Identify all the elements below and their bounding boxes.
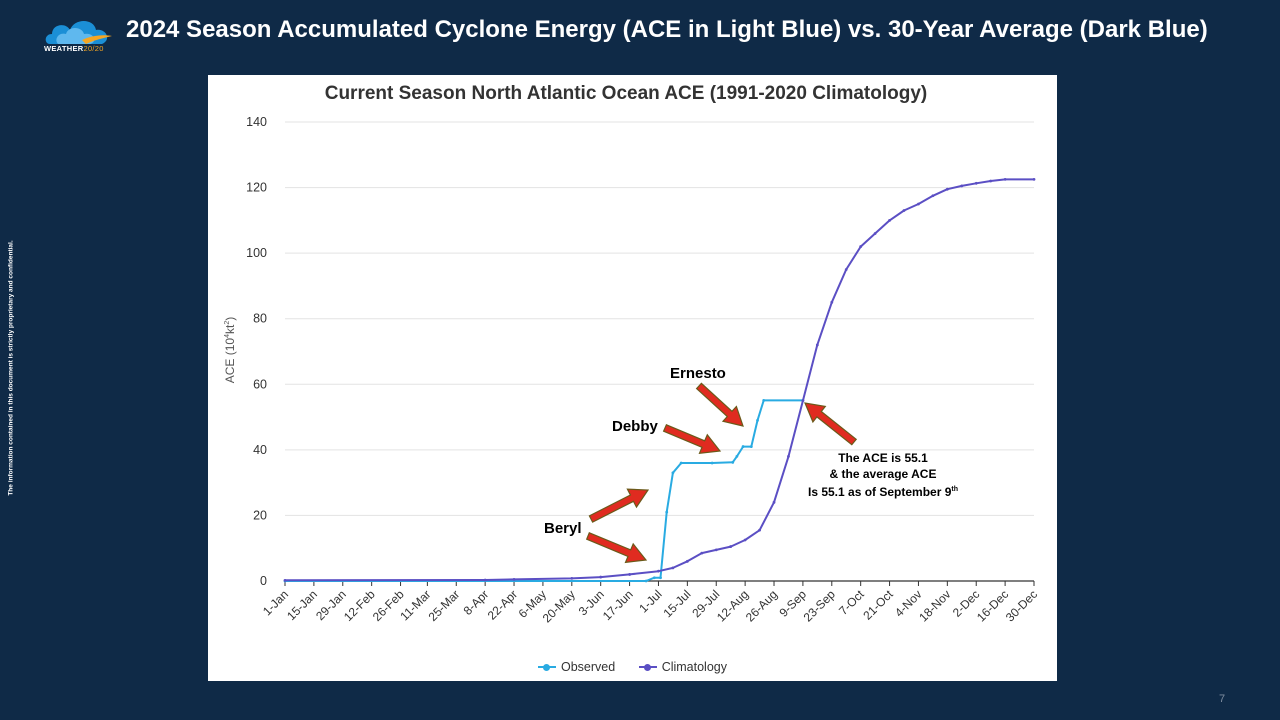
legend-label-observed: Observed [561, 660, 616, 674]
x-tick-label: 12-Feb [341, 587, 378, 624]
slide-title: 2024 Season Accumulated Cyclone Energy (… [126, 16, 1208, 43]
data-point-climatology [931, 194, 935, 198]
data-point-observed [652, 576, 656, 580]
arrow-debby [662, 424, 722, 455]
data-point-climatology [685, 559, 689, 563]
data-point-observed [679, 461, 683, 465]
annotation-line-2: & the average ACE [829, 467, 937, 481]
y-tick-label: 140 [246, 115, 267, 129]
data-point-climatology [974, 181, 978, 185]
data-point-climatology [283, 578, 287, 582]
annotation-beryl: Beryl [544, 520, 582, 537]
data-point-climatology [714, 548, 718, 552]
x-tick-label: 17-Jun [600, 587, 636, 623]
x-tick-label: 18-Nov [916, 587, 953, 624]
data-point-climatology [1003, 177, 1007, 181]
arrow-ernesto [695, 382, 744, 427]
data-point-climatology [859, 245, 863, 248]
x-tick-label: 23-Sep [801, 587, 838, 624]
y-tick-label: 60 [253, 377, 267, 391]
legend-item-climatology[interactable]: Climatology [638, 660, 727, 674]
y-tick-label: 0 [260, 574, 267, 588]
data-point-climatology [657, 569, 660, 573]
data-point-observed [659, 576, 662, 580]
y-tick-label: 120 [246, 181, 267, 195]
data-point-climatology [787, 455, 790, 458]
legend-swatch-observed [538, 662, 556, 672]
data-point-climatology [917, 202, 920, 206]
chart-title: Current Season North Atlantic Ocean ACE … [325, 83, 928, 104]
data-point-climatology [960, 184, 964, 188]
data-point-climatology [758, 528, 761, 532]
data-point-climatology [844, 268, 848, 271]
legend-label-climatology: Climatology [661, 660, 727, 674]
x-tick-label: 12-Aug [714, 587, 751, 624]
data-point-climatology [671, 566, 675, 570]
chart-legend: Observed Climatology [208, 660, 1057, 675]
x-tick-label: 22-Apr [485, 587, 520, 622]
data-point-climatology [599, 575, 603, 579]
x-tick-label: 16-Dec [974, 587, 1011, 624]
data-point-observed [710, 461, 714, 465]
annotation-ernesto: Ernesto [670, 365, 726, 382]
x-tick-label: 20-May [540, 587, 578, 625]
data-point-climatology [873, 232, 877, 235]
data-point-climatology [989, 179, 993, 183]
annotation-line-1: The ACE is 55.1 [838, 451, 928, 465]
x-tick-label: 26-Aug [743, 587, 780, 624]
data-point-climatology [743, 538, 747, 542]
data-point-observed [762, 398, 766, 402]
data-point-climatology [830, 300, 834, 304]
weather2020-logo [45, 21, 112, 44]
data-point-climatology [902, 209, 906, 212]
data-point-observed [741, 445, 745, 448]
data-point-climatology [570, 576, 574, 580]
legend-item-observed[interactable]: Observed [538, 660, 615, 674]
y-tick-label: 40 [253, 443, 267, 457]
y-tick-label: 100 [246, 246, 267, 260]
data-point-observed [735, 455, 739, 458]
x-tick-label: 25-Mar [426, 587, 463, 624]
data-point-observed [665, 510, 669, 514]
data-point-climatology [512, 577, 516, 581]
data-point-climatology [628, 573, 631, 576]
data-point-climatology [772, 500, 776, 504]
data-point-climatology [815, 343, 819, 347]
data-point-observed [671, 471, 675, 475]
logo-wordmark: WEATHER20/20 [44, 44, 104, 53]
annotation-line-3: Is 55.1 as of September 9th [807, 485, 958, 499]
x-tick-label: 15-Jan [284, 587, 320, 623]
data-point-observed [731, 460, 735, 464]
x-tick-label: 21-Oct [860, 587, 896, 623]
ace-summary-annotation: The ACE is 55.1 & the average ACE Is 55.… [793, 450, 973, 500]
annotation-debby: Debby [612, 418, 658, 435]
series-line-observed [285, 399, 803, 582]
confidentiality-note: The information contained in this docume… [7, 240, 15, 496]
data-point-climatology [1032, 177, 1036, 181]
data-point-climatology [945, 187, 949, 191]
arrow-beryl-1 [588, 488, 650, 523]
data-point-observed [644, 579, 648, 583]
ace-line-chart: Current Season North Atlantic Ocean ACE … [246, 83, 1040, 625]
series-line-climatology [284, 178, 1034, 582]
legend-swatch-climatology [638, 662, 657, 672]
data-point-climatology [888, 218, 891, 222]
arrow-ace-summary [804, 402, 858, 446]
data-point-observed [756, 418, 759, 422]
arrow-beryl-2 [585, 532, 648, 564]
data-point-climatology [801, 399, 805, 403]
y-tick-label: 80 [253, 312, 267, 326]
data-point-climatology [729, 545, 733, 548]
x-tick-label: 30-Dec [1003, 587, 1040, 624]
data-point-climatology [483, 578, 487, 582]
chart-panel: Current Season North Atlantic Ocean ACE … [208, 75, 1057, 681]
x-tick-label: 15-Jul [660, 587, 693, 620]
data-point-observed [749, 445, 753, 448]
y-axis-label: ACE (104kt2) [223, 316, 237, 384]
page-number: 7 [1219, 693, 1226, 705]
data-point-climatology [700, 551, 704, 555]
y-tick-label: 20 [253, 508, 267, 522]
